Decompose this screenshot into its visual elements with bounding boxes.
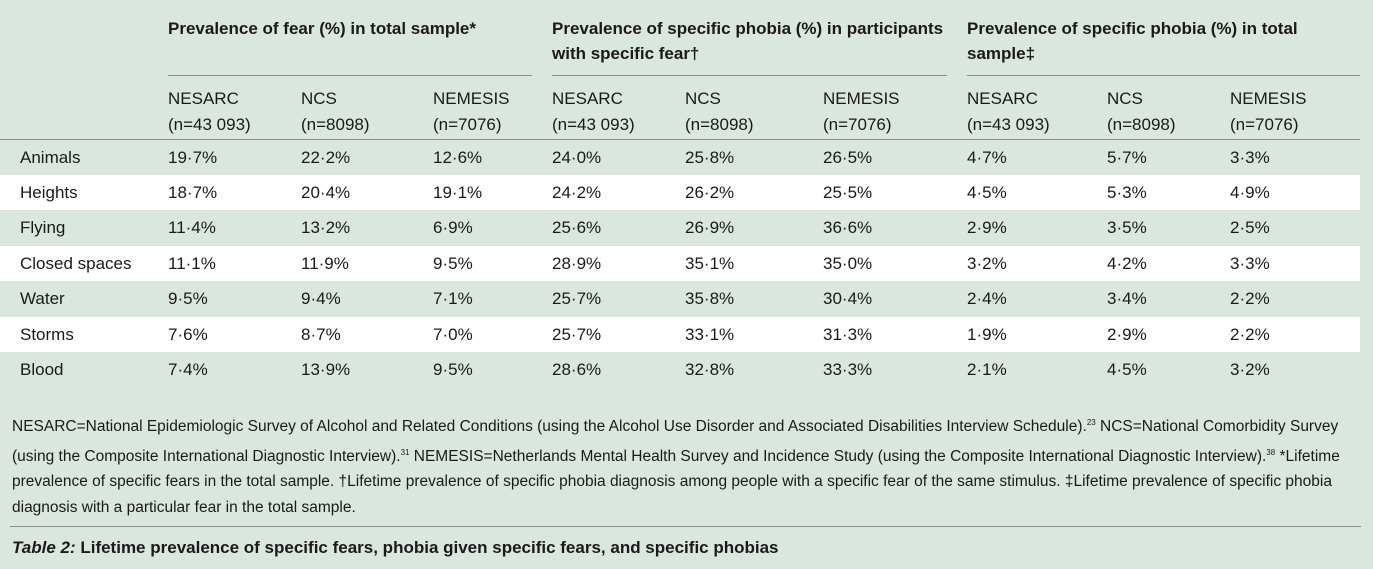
table-cell: 6·9% <box>433 218 473 237</box>
table-cell: 4·5% <box>1107 360 1147 379</box>
table-cell: 2·1% <box>967 360 1007 379</box>
column-header: NCS (n=8098) <box>675 76 813 140</box>
table-footnote: NESARC=National Epidemiologic Survey of … <box>12 418 1340 516</box>
column-header: NEMESIS (n=7076) <box>1220 76 1360 140</box>
table-cell: 36·6% <box>823 218 873 237</box>
table-cell: 26·5% <box>823 147 873 167</box>
table-cell: 7·0% <box>433 324 473 344</box>
row-label: Animals <box>20 147 81 167</box>
table-cell: 32·8% <box>685 360 735 379</box>
table-row: Animals 19·7% 22·2% 12·6% 24·0% 25·8% 26·5% 4·7… <box>0 139 1360 175</box>
table-cell: 4·7% <box>967 147 1007 167</box>
table-cell: 24·0% <box>552 147 602 167</box>
table-cell: 35·8% <box>685 289 735 308</box>
table-cell: 35·1% <box>685 253 735 273</box>
column-header: NEMESIS (n=7076) <box>813 76 957 140</box>
table-cell: 2·5% <box>1230 218 1270 237</box>
table-cell: 9·5% <box>433 253 473 273</box>
table-cell: 28·6% <box>552 360 602 379</box>
table-cell: 33·3% <box>823 360 873 379</box>
column-header: NCS (n=8098) <box>281 76 413 140</box>
table-cell: 33·1% <box>685 324 735 344</box>
table-row: Blood 7·4% 13·9% 9·5% 28·6% 32·8% 33·3% 2·1% 4·5… <box>0 352 1360 388</box>
table-row: Closed spaces 11·1% 11·9% 9·5% 28·9% 35·1% 35·… <box>0 245 1360 281</box>
table-row: Flying 11·4% 13·2% 6·9% 25·6% 26·9% 36·6% 2·9% 3… <box>0 210 1360 246</box>
table-cell: 25·7% <box>552 289 602 308</box>
column-header: NESARC (n=43 093) <box>148 76 281 140</box>
table-cell: 25·8% <box>685 147 735 167</box>
table-cell: 25·6% <box>552 218 602 237</box>
table-cell: 3·5% <box>1107 218 1147 237</box>
table-cell: 30·4% <box>823 289 873 308</box>
caption-divider <box>10 526 1361 527</box>
prevalence-table: Prevalence of fear (%) in total sample* … <box>0 0 1360 388</box>
table-cell: 9·5% <box>433 360 473 379</box>
table-cell: 20·4% <box>301 182 351 202</box>
table-cell: 22·2% <box>301 147 351 167</box>
table-cell: 7·1% <box>433 289 473 308</box>
table-cell: 2·9% <box>1107 324 1147 344</box>
table-cell: 1·9% <box>967 324 1007 344</box>
table-cell: 26·9% <box>685 218 735 237</box>
column-header: NCS (n=8098) <box>1097 76 1220 140</box>
table-cell: 13·2% <box>301 218 351 237</box>
table-cell: 5·7% <box>1107 147 1147 167</box>
table-row: Heights 18·7% 20·4% 19·1% 24·2% 26·2% 25·5% 4·5… <box>0 174 1360 210</box>
table-cell: 5·3% <box>1107 182 1147 202</box>
table-cell: 4·5% <box>967 182 1007 202</box>
table-cell: 26·2% <box>685 182 735 202</box>
table-cell: 31·3% <box>823 324 873 344</box>
group-header-phobia-in-fear: Prevalence of specific phobia (%) in par… <box>552 16 947 76</box>
table-cell: 18·7% <box>168 182 218 202</box>
table-cell: 25·5% <box>823 182 873 202</box>
table-cell: 3·3% <box>1230 253 1270 273</box>
row-label: Storms <box>20 324 74 344</box>
table-row: Storms 7·6% 8·7% 7·0% 25·7% 33·1% 31·3% 1·9% 2·9… <box>0 316 1360 352</box>
table-row: Water 9·5% 9·4% 7·1% 25·7% 35·8% 30·4% 2·4% 3·4%… <box>0 281 1360 317</box>
table-cell: 4·9% <box>1230 182 1270 202</box>
group-header-phobia-total: Prevalence of specific phobia (%) in tot… <box>967 16 1360 76</box>
table-cell: 11·4% <box>168 218 216 237</box>
table-cell: 24·2% <box>552 182 602 202</box>
table-cell: 2·4% <box>967 289 1007 308</box>
table-cell: 4·2% <box>1107 253 1147 273</box>
table-cell: 2·9% <box>967 218 1007 237</box>
table-cell: 13·9% <box>301 360 351 379</box>
column-header: NESARC (n=43 093) <box>957 76 1097 140</box>
table-cell: 12·6% <box>433 147 483 167</box>
table-cell: 35·0% <box>823 253 873 273</box>
row-label: Heights <box>20 182 78 202</box>
table-cell: 2·2% <box>1230 289 1270 308</box>
row-label: Flying <box>20 218 66 237</box>
column-header: NEMESIS (n=7076) <box>413 76 542 140</box>
table-cell: 3·4% <box>1107 289 1147 308</box>
column-header-row: NESARC (n=43 093) NCS (n=8098) NEMESIS (n=7… <box>0 76 1360 140</box>
table-cell: 11·9% <box>301 253 349 273</box>
table-cell: 8·7% <box>301 324 341 344</box>
table-cell: 9·4% <box>301 289 341 308</box>
table-cell: 3·2% <box>1230 360 1270 379</box>
row-label: Water <box>20 289 65 308</box>
table-cell: 9·5% <box>168 289 208 308</box>
table-cell: 7·4% <box>168 360 208 379</box>
column-header: NESARC (n=43 093) <box>542 76 675 140</box>
row-label: Blood <box>20 360 64 379</box>
group-header-fear: Prevalence of fear (%) in total sample* <box>168 16 532 76</box>
table-cell: 28·9% <box>552 253 602 273</box>
table-cell: 3·3% <box>1230 147 1270 167</box>
table-cell: 11·1% <box>168 253 216 273</box>
table-caption: Table 2: Lifetime prevalence of specific… <box>12 538 779 557</box>
table-cell: 2·2% <box>1230 324 1270 344</box>
table-cell: 25·7% <box>552 324 602 344</box>
table-cell: 7·6% <box>168 324 208 344</box>
group-header-row: Prevalence of fear (%) in total sample* … <box>0 0 1360 76</box>
row-label: Closed spaces <box>20 253 132 273</box>
table-cell: 19·1% <box>433 182 483 202</box>
table-cell: 3·2% <box>967 253 1007 273</box>
table-cell: 19·7% <box>168 147 218 167</box>
